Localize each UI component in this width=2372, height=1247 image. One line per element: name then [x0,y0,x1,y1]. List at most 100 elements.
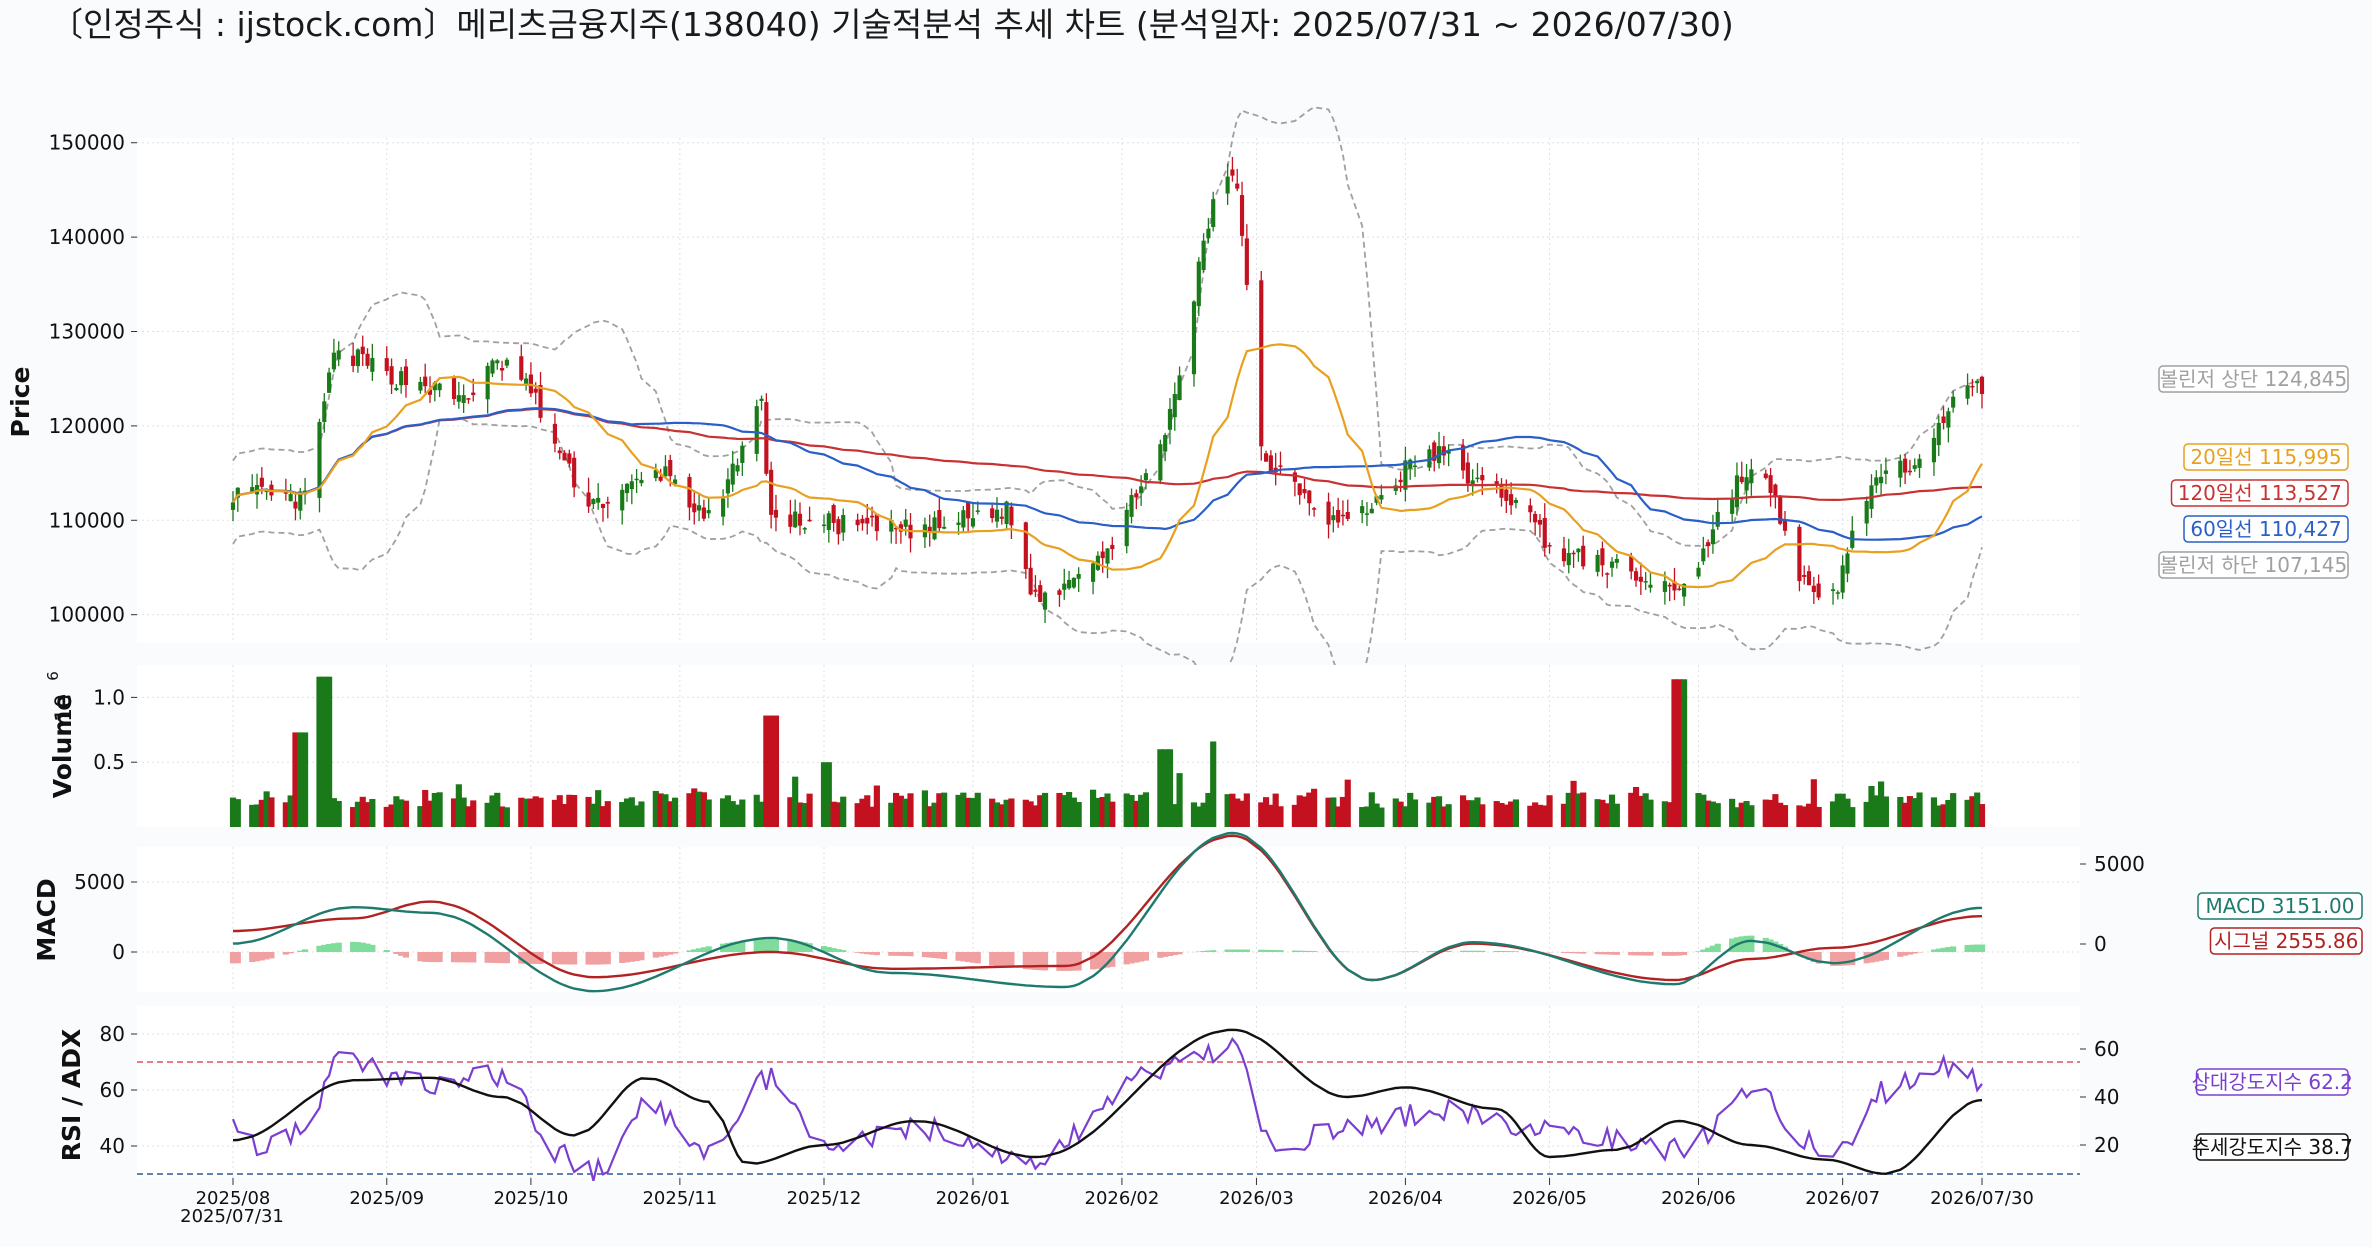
macd-histogram-bar [1104,952,1111,968]
candle-body [1143,473,1149,481]
macd-histogram-bar [590,952,597,965]
candle-body [1470,480,1475,485]
candle-body [773,509,779,518]
volume-bar [1190,802,1198,827]
macd-histogram-bar [1642,952,1649,956]
volume-bar [768,715,775,827]
candle-body [1571,552,1576,555]
volume-bar [1325,797,1332,827]
volume-scale-base: 10 [52,694,77,722]
candle-body [961,510,966,528]
candle-body [1797,526,1802,582]
volume-bar [1532,802,1539,827]
x-tick-label: 2025/12 [787,1188,862,1209]
macd-histogram-bar [1311,951,1318,952]
volume-bar [792,776,799,827]
candle-body [1326,501,1331,525]
volume-bar [263,791,270,827]
macd-histogram-bar [561,952,568,965]
macd-histogram-bar [1061,952,1068,971]
volume-panel: 0.5 1.0 Volume 10 6 [44,665,2080,827]
bollinger-upper-value: 볼린저 상단 124,845 [2160,367,2347,391]
candle-body [1004,501,1009,525]
candle-body [235,487,240,498]
volume-bar [1911,798,1918,827]
volume-bar [1041,792,1049,827]
macd-histogram-bar [657,952,664,957]
x-tick-label: 2025/09 [349,1188,424,1209]
volume-bar [330,798,337,827]
macd-histogram-bar [1762,937,1769,952]
volume-bar [965,797,972,827]
volume-bar [383,806,390,827]
candle-body [1975,380,1980,384]
macd-histogram-bar [1272,950,1279,952]
volume-bar [1964,799,1971,827]
volume-bar [426,800,434,827]
candle-body [807,519,812,522]
candle-body [1710,529,1716,545]
macd-value: MACD 3151.00 [2205,894,2354,918]
macd-histogram-bar [623,952,631,963]
volume-bar [820,762,828,827]
bollinger-lower-line [232,417,1983,686]
candle-body [552,423,558,444]
candle-body [725,479,730,494]
volume-bar [1166,749,1174,827]
macd-histogram-bar [1133,952,1140,963]
volume-bar [801,803,808,827]
x-tick-label: 2025/08 [196,1188,271,1209]
macd-histogram-bar [1503,951,1510,952]
macd-histogram-bar [297,950,304,952]
volume-bar [1027,801,1034,827]
candle-body [1379,495,1384,500]
volume-bar [1411,799,1419,827]
candle-body [1163,434,1168,452]
macd-histogram-bar [724,942,731,952]
volume-bar [455,784,462,827]
volume-bar [1729,798,1736,827]
candle-body [1912,465,1917,469]
macd-histogram-bar [1099,952,1106,969]
candle-body [495,360,500,364]
macd-histogram-bar [1142,952,1150,961]
candle-body [365,353,370,366]
volume-bar [1003,799,1010,827]
volume-bar [1195,806,1202,827]
macd-histogram-bar [835,949,842,952]
volume-bar [1628,792,1635,827]
candle-body [1307,490,1312,504]
macd-histogram-bar [1805,952,1813,960]
macd-histogram-bar [686,950,693,952]
adx-tick-label-right: 40 [2094,1085,2119,1109]
volume-bar [1796,805,1803,827]
candle-body [1129,495,1134,517]
macd-histogram-bar [1709,945,1717,952]
candle-body [1360,506,1365,514]
volume-bar [354,801,362,827]
volume-bar [1608,794,1616,827]
macd-histogram-bar [897,952,904,956]
volume-bar [595,790,602,827]
macd-histogram-bar [619,952,626,963]
volume-bar [566,794,573,827]
candle-body [1191,301,1197,375]
macd-histogram-bar [585,952,592,965]
volume-bar [1681,679,1688,827]
volume-bar [1940,804,1947,827]
volume-bar [484,802,491,827]
candle-body [456,395,461,402]
volume-bar [1671,679,1678,827]
candle-body [1744,477,1749,491]
volume-bar [897,795,904,827]
candle-body [1701,548,1706,562]
candle-body [562,452,567,461]
candle-body [1951,396,1956,408]
volume-bar [1464,800,1471,827]
candle-body [1091,563,1096,582]
volume-bar [1022,799,1029,827]
macd-histogram-bar [599,952,607,965]
candle-body [351,355,356,366]
volume-bar [989,798,996,827]
volume-bar [523,798,530,827]
